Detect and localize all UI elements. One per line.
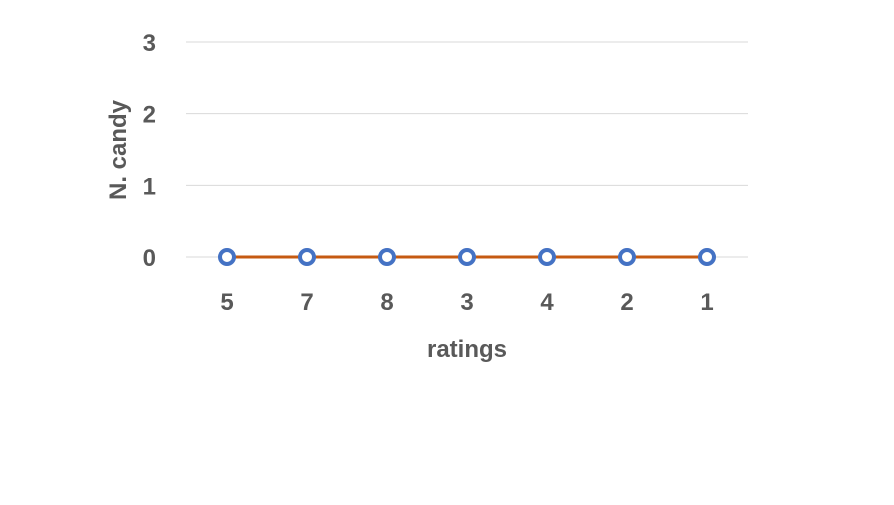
series bbox=[218, 248, 716, 266]
data-point-marker bbox=[378, 248, 396, 266]
data-point-marker bbox=[298, 248, 316, 266]
x-tick-label: 3 bbox=[460, 289, 473, 316]
gridlines bbox=[186, 41, 748, 258]
data-point-marker bbox=[698, 248, 716, 266]
y-axis-ticks: 0 1 2 3 bbox=[143, 30, 156, 272]
y-tick-label: 0 bbox=[143, 245, 156, 272]
x-axis-ticks: 5 7 8 3 4 2 1 bbox=[220, 289, 713, 316]
x-tick-label: 2 bbox=[620, 289, 633, 316]
data-point-marker bbox=[458, 248, 476, 266]
y-tick-label: 3 bbox=[143, 30, 156, 57]
x-tick-label: 4 bbox=[540, 289, 554, 316]
x-tick-label: 7 bbox=[300, 289, 313, 316]
x-axis-title: ratings bbox=[427, 336, 507, 363]
data-point-marker bbox=[218, 248, 236, 266]
x-tick-label: 5 bbox=[220, 289, 233, 316]
y-axis-title: N. candy bbox=[105, 99, 132, 200]
data-point-marker bbox=[538, 248, 556, 266]
x-tick-label: 8 bbox=[380, 289, 393, 316]
y-tick-label: 1 bbox=[143, 173, 156, 200]
y-tick-label: 2 bbox=[143, 102, 156, 129]
x-tick-label: 1 bbox=[700, 289, 713, 316]
data-point-marker bbox=[618, 248, 636, 266]
